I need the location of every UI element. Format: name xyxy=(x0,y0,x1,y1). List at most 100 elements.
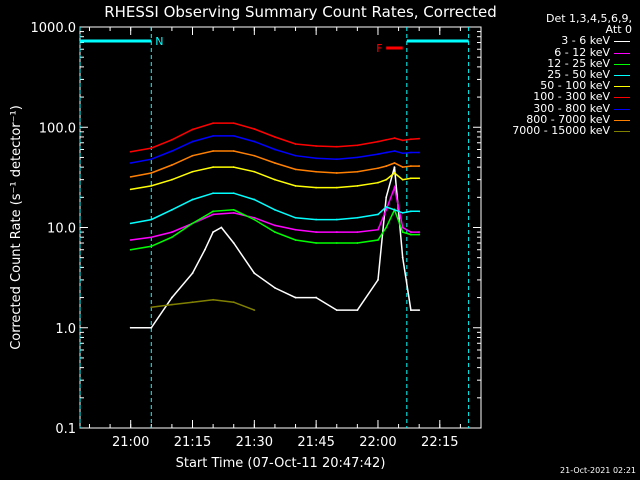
series-point xyxy=(253,140,256,143)
series-point xyxy=(356,309,359,311)
legend-swatch xyxy=(614,52,630,54)
x-tick-label: 21:30 xyxy=(236,435,273,450)
legend-item: 3 - 6 keV xyxy=(486,35,632,47)
series-point xyxy=(315,170,318,173)
series-point xyxy=(315,242,318,244)
series-point xyxy=(171,178,173,181)
series-point xyxy=(410,138,412,141)
x-tick-label: 22:00 xyxy=(359,435,396,450)
series-point xyxy=(212,122,215,125)
legend-item: 50 - 100 keV xyxy=(486,80,632,91)
y-tick-label: 100.0 xyxy=(39,121,76,136)
series-point xyxy=(393,137,396,139)
series-point xyxy=(401,231,404,233)
series-point xyxy=(335,231,338,233)
series-point xyxy=(171,296,173,299)
series-point xyxy=(418,231,421,233)
series-line-8 xyxy=(151,299,255,311)
series-point xyxy=(129,239,132,241)
series-point xyxy=(418,137,421,140)
series-point xyxy=(356,184,359,187)
legend-label: 7000 - 15000 keV xyxy=(512,123,610,137)
legend-item: 25 - 50 keV xyxy=(486,69,632,80)
series-point xyxy=(171,164,173,166)
series-point xyxy=(232,242,235,244)
series-point xyxy=(274,148,276,151)
legend-item: 12 - 25 keV xyxy=(486,58,632,69)
series-point xyxy=(393,166,396,169)
series-point xyxy=(410,231,412,233)
series-point xyxy=(150,236,153,239)
series-point xyxy=(393,208,396,211)
series-point xyxy=(294,143,297,145)
legend-title-line-1: Det 1,3,4,5,6,9, xyxy=(545,12,632,25)
series-point xyxy=(129,326,132,329)
series-point xyxy=(385,138,388,141)
series-point xyxy=(150,218,153,221)
series-line-7 xyxy=(130,150,420,178)
legend-label: 50 - 100 keV xyxy=(540,79,610,93)
series-point xyxy=(171,208,173,211)
series-point xyxy=(253,216,256,219)
series-point xyxy=(294,216,297,219)
series-point xyxy=(418,309,421,311)
series-point xyxy=(418,210,421,213)
series-point xyxy=(315,186,318,189)
series-point xyxy=(335,145,338,148)
series-point xyxy=(129,175,132,178)
series-point xyxy=(356,242,359,244)
series-point xyxy=(335,158,338,161)
series-point xyxy=(393,186,396,189)
series-point xyxy=(212,231,215,233)
legend-label: 100 - 300 keV xyxy=(533,90,610,104)
annotation-label: N xyxy=(155,35,163,48)
series-point xyxy=(294,228,297,231)
series-point xyxy=(191,198,194,201)
series-point xyxy=(253,272,256,275)
legend-item: 7000 - 15000 keV xyxy=(486,125,632,136)
series-point xyxy=(315,231,318,233)
x-tick-label: 22:15 xyxy=(421,435,458,450)
series-point xyxy=(232,150,235,152)
x-tick-label: 21:45 xyxy=(297,435,334,450)
series-point xyxy=(377,167,379,170)
series-point xyxy=(393,150,396,152)
series-point xyxy=(171,303,173,306)
series-point xyxy=(171,138,173,141)
series-point xyxy=(335,186,338,189)
series-point xyxy=(335,172,338,174)
series-line-2 xyxy=(130,207,420,251)
series-point xyxy=(191,154,194,157)
series-point xyxy=(294,168,297,171)
series-point xyxy=(232,122,235,125)
series-point xyxy=(356,144,359,147)
series-point xyxy=(418,233,421,236)
series-point xyxy=(232,301,235,304)
series-point xyxy=(377,228,379,231)
series-point xyxy=(150,184,153,187)
series-point xyxy=(191,140,194,143)
series-point xyxy=(150,245,153,248)
series-point xyxy=(335,242,338,244)
series-point xyxy=(171,150,173,152)
series-line-6 xyxy=(130,135,420,164)
series-point xyxy=(150,306,153,309)
series-point xyxy=(220,226,223,229)
series-point xyxy=(356,170,359,173)
series-point xyxy=(315,296,318,299)
series-point xyxy=(385,165,388,167)
series-point xyxy=(232,192,235,195)
series-point xyxy=(410,210,412,213)
series-point xyxy=(232,208,235,211)
y-tick-label: 0.1 xyxy=(55,422,76,437)
series-point xyxy=(385,226,388,229)
series-point xyxy=(385,196,388,199)
series-point xyxy=(377,279,379,281)
series-point xyxy=(418,165,421,167)
series-point xyxy=(410,309,412,311)
legend-swatch xyxy=(614,63,630,65)
legend-item: 100 - 300 keV xyxy=(486,90,632,104)
series-point xyxy=(401,166,404,169)
series-point xyxy=(212,210,215,213)
